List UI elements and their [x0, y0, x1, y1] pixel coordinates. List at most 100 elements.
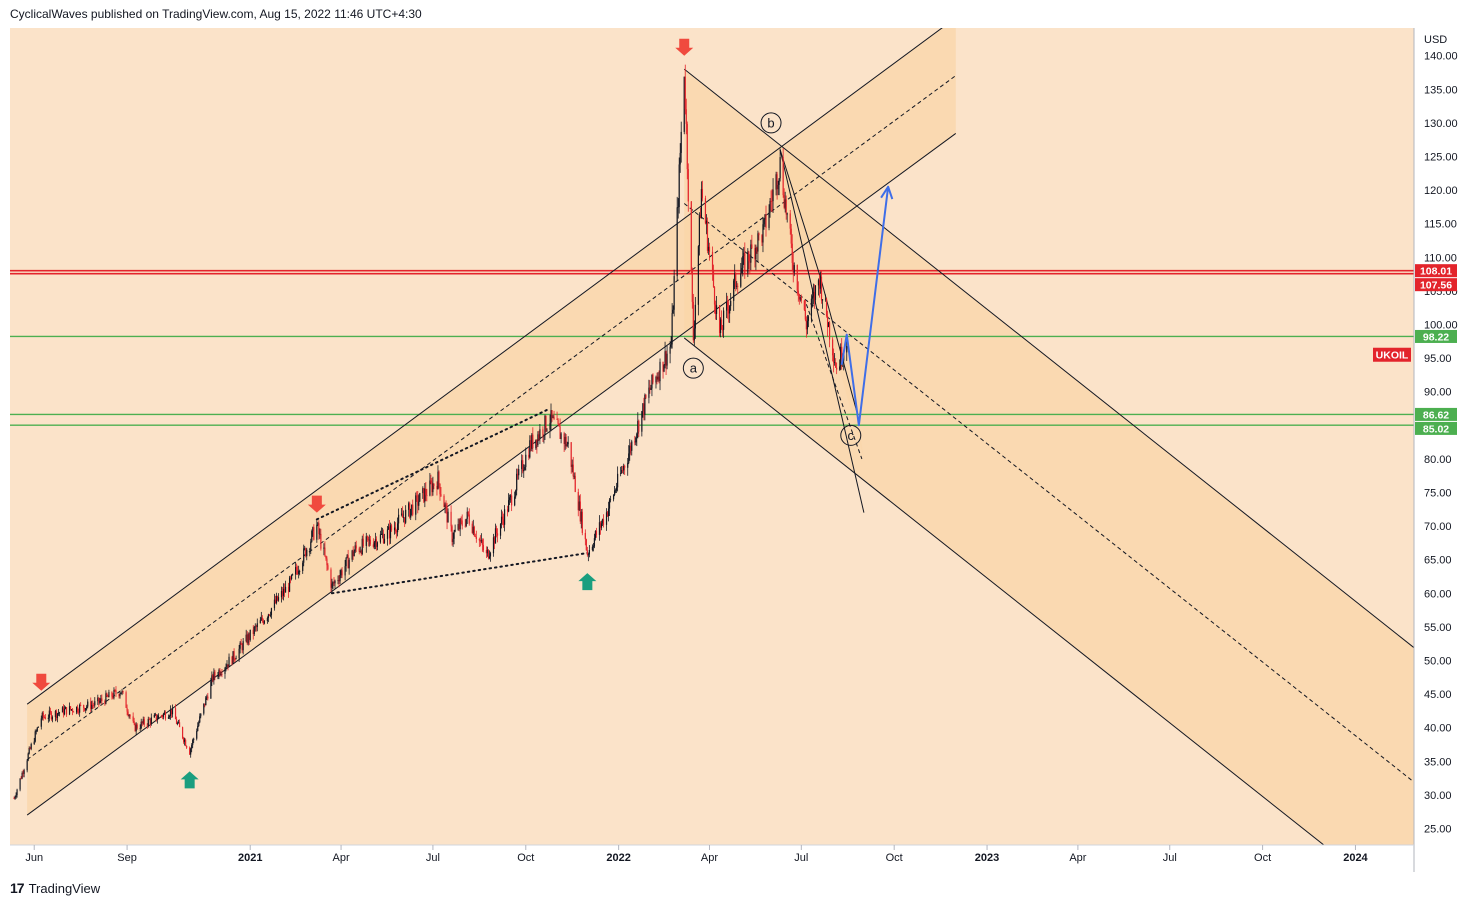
candle-27 [50, 711, 52, 721]
candle-body [478, 539, 480, 541]
candle-60 [98, 697, 100, 708]
candle-body [727, 302, 729, 309]
candle-body [818, 280, 821, 289]
candle-body [228, 656, 230, 667]
candle-body [439, 483, 441, 495]
candle-318 [461, 514, 463, 530]
candle-352 [510, 494, 512, 503]
falling-channel-upper-line [683, 68, 1414, 649]
candle-488 [701, 180, 704, 202]
candle-69 [111, 691, 113, 700]
candle-340 [493, 536, 496, 550]
candle-body [311, 531, 313, 542]
candle-body [754, 248, 756, 260]
candle-151 [226, 660, 228, 668]
candle-body [737, 285, 739, 287]
candle-212 [312, 526, 314, 537]
candle-body [539, 429, 541, 439]
candle-body [178, 722, 181, 728]
candle-184 [273, 593, 276, 611]
candle-419 [605, 508, 608, 531]
candle-548 [786, 212, 788, 223]
time-tick-label: Jul [1163, 852, 1177, 864]
candle-body [225, 667, 227, 669]
candle-body [320, 533, 322, 549]
time-axis[interactable]: Jun Sep 2021 Apr Jul Oct 2022 Apr Jul Oct 2023 Apr J… [25, 845, 1369, 864]
candle-74 [118, 693, 120, 699]
candle-body [417, 495, 419, 506]
candle-280 [409, 501, 411, 519]
candle-body [532, 434, 534, 449]
candle-283 [412, 499, 414, 517]
candle-14 [33, 737, 35, 745]
candle-338 [489, 551, 492, 562]
price-axis[interactable]: 25.00 30.00 35.00 40.00 45.00 50.00 55.00 60.00… [1424, 51, 1458, 836]
candle-577 [827, 321, 830, 328]
candle-306 [445, 500, 447, 514]
candle-body [461, 520, 463, 526]
candle-346 [501, 511, 504, 526]
candle-208 [306, 547, 308, 561]
candle-body [609, 499, 612, 501]
candle-358 [518, 464, 520, 480]
candle-body [411, 504, 413, 509]
candle-187 [276, 595, 279, 602]
candle-238 [348, 557, 350, 575]
candle-body [761, 235, 763, 243]
candle-body [423, 488, 425, 502]
candle-71 [113, 687, 115, 700]
candle-190 [281, 586, 284, 600]
candle-214 [316, 520, 318, 543]
candle-571 [819, 271, 822, 294]
candle-133 [200, 713, 202, 719]
candle-120 [183, 736, 185, 744]
time-tick-label: Apr [333, 852, 350, 864]
candle-body [537, 434, 539, 446]
candle-334 [485, 546, 488, 558]
candle-389 [563, 431, 565, 453]
candle-549 [789, 209, 791, 235]
candle-body [777, 184, 779, 190]
candle-503 [723, 307, 725, 338]
candle-67 [107, 694, 109, 698]
candle-502 [721, 324, 724, 337]
candle-body [107, 696, 109, 698]
candle-body [330, 569, 332, 588]
price-badge-bg [1415, 329, 1457, 343]
candle-body [697, 246, 699, 305]
candle-body [516, 473, 518, 491]
candle-316 [459, 517, 461, 537]
candle-body [51, 717, 53, 720]
candle-576 [826, 310, 829, 337]
candle-224 [330, 567, 332, 592]
candle-body [268, 614, 271, 616]
candle-255 [373, 540, 375, 550]
candle-6 [21, 771, 23, 780]
candle-body [235, 658, 237, 660]
candle-117 [177, 719, 180, 724]
candle-body [19, 778, 21, 790]
candle-195 [288, 575, 291, 593]
candle-130 [197, 722, 199, 732]
candle-200 [296, 563, 298, 575]
candle-body [637, 420, 639, 434]
candle-349 [507, 505, 509, 517]
candle-body [184, 739, 186, 742]
candle-body [445, 504, 447, 507]
candle-body [94, 701, 96, 706]
candle-430 [621, 466, 623, 474]
candle-body [805, 319, 807, 330]
candle-body [792, 262, 794, 273]
candle-body [106, 693, 108, 697]
candle-215 [317, 522, 319, 527]
price-badge-bg [1415, 421, 1457, 435]
candle-body [305, 548, 307, 557]
candle-15 [34, 729, 36, 743]
candle-12 [29, 746, 31, 750]
candle-body [360, 550, 362, 555]
candle-body [772, 189, 774, 202]
candle-385 [557, 418, 559, 426]
candle-body [177, 722, 180, 724]
candle-373 [539, 423, 541, 445]
